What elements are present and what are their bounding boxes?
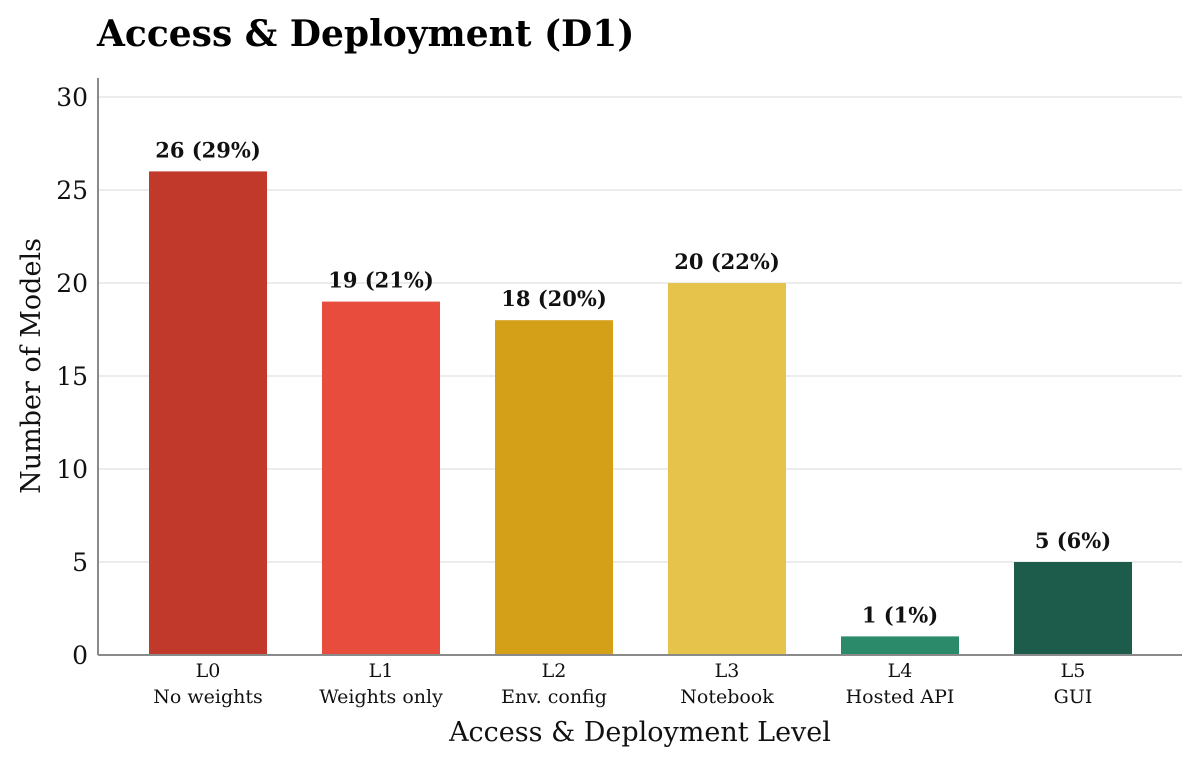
x-tick-code-l2: L2 <box>542 660 567 682</box>
bar-l5 <box>1014 562 1132 655</box>
x-tick-code-l5: L5 <box>1061 660 1086 682</box>
bar-value-labels: 26 (29%) 19 (21%) 18 (20%) 20 (22%) 1 (1%) 5 … <box>155 137 1111 627</box>
x-tick-name-l0: No weights <box>153 686 262 708</box>
bar-value-label-l3: 20 (22%) <box>674 249 780 274</box>
bar-value-label-l4: 1 (1%) <box>862 602 938 627</box>
bar-l1 <box>322 301 440 655</box>
bar-l4 <box>841 636 959 655</box>
x-tick-name-l1: Weights only <box>319 686 443 708</box>
bar-l0 <box>149 171 267 655</box>
y-tick-labels: 0 5 10 15 20 25 30 <box>56 83 88 670</box>
bar-value-label-l0: 26 (29%) <box>155 137 261 162</box>
x-tick-code-l3: L3 <box>715 660 740 682</box>
x-tick-name-l5: GUI <box>1054 686 1093 708</box>
y-tick-30: 30 <box>56 83 88 112</box>
y-axis-title: Number of Models <box>16 238 47 494</box>
x-tick-code-l4: L4 <box>888 660 913 682</box>
y-tick-5: 5 <box>72 548 88 577</box>
bars <box>149 171 1132 655</box>
x-tick-code-l0: L0 <box>196 660 221 682</box>
y-tick-0: 0 <box>72 641 88 670</box>
bar-l3 <box>668 283 786 655</box>
gridlines <box>98 96 1182 563</box>
y-tick-10: 10 <box>56 455 88 484</box>
y-tick-20: 20 <box>56 269 88 298</box>
x-tick-name-l3: Notebook <box>680 686 774 708</box>
x-tick-labels: L0 No weights L1 Weights only L2 Env. config L… <box>153 660 1092 708</box>
x-tick-code-l1: L1 <box>369 660 394 682</box>
y-tick-25: 25 <box>56 176 88 205</box>
x-axis-title: Access & Deployment Level <box>448 717 831 748</box>
chart-title: Access & Deployment (D1) <box>96 13 634 55</box>
bar-value-label-l2: 18 (20%) <box>501 286 607 311</box>
bar-value-label-l1: 19 (21%) <box>328 268 434 293</box>
x-tick-name-l2: Env. config <box>501 686 607 708</box>
y-tick-15: 15 <box>56 362 88 391</box>
bar-value-label-l5: 5 (6%) <box>1035 528 1111 553</box>
bar-l2 <box>495 320 613 655</box>
x-tick-name-l4: Hosted API <box>846 686 955 708</box>
axes <box>97 78 1182 656</box>
